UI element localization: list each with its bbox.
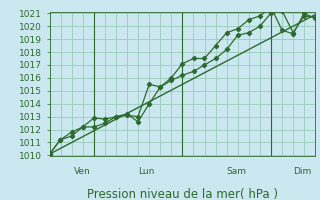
Text: Ven: Ven	[74, 167, 90, 176]
Text: Pression niveau de la mer( hPa ): Pression niveau de la mer( hPa )	[87, 188, 278, 200]
Text: Lun: Lun	[139, 167, 155, 176]
Text: Dim: Dim	[293, 167, 311, 176]
Text: Sam: Sam	[226, 167, 246, 176]
